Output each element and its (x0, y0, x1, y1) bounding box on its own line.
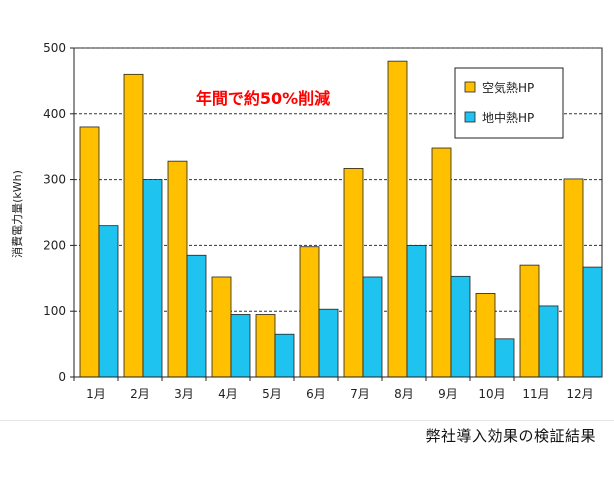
bar-ground-source (582, 266, 603, 378)
y-tick-label: 200 (43, 238, 66, 252)
x-tick-label: 9月 (438, 387, 458, 401)
bar-air-source (167, 160, 188, 378)
bar-air-source (343, 168, 364, 378)
bar-ground-source (494, 338, 515, 378)
x-tick-label: 6月 (306, 387, 326, 401)
annotation-reduction: 年間で約50%削減 (196, 89, 330, 108)
bar-ground-source (362, 276, 383, 378)
x-tick-label: 3月 (174, 387, 194, 401)
bar-ground-source (142, 179, 163, 378)
bar-ground-source (98, 225, 119, 378)
bar-air-source (431, 147, 452, 378)
bar-air-source (387, 60, 408, 378)
bar-ground-source (450, 275, 471, 378)
x-tick-label: 1月 (86, 387, 106, 401)
bar-ground-source (274, 333, 295, 378)
bar-ground-source (406, 244, 427, 378)
y-tick-label: 100 (43, 304, 66, 318)
legend-swatch (464, 81, 476, 93)
legend-label: 空気熱HP (482, 80, 534, 95)
caption: 弊社導入効果の検証結果 (425, 427, 596, 445)
y-tick-label: 300 (43, 173, 66, 187)
legend-box (454, 67, 564, 139)
legend-swatch (464, 111, 476, 123)
x-tick-label: 8月 (394, 387, 414, 401)
y-axis-label: 消費電力量(kWh) (10, 170, 24, 258)
bar-ground-source (318, 308, 339, 378)
x-tick-label: 5月 (262, 387, 282, 401)
legend-label: 地中熱HP (482, 110, 534, 125)
bar-ground-source (186, 254, 207, 378)
bar-air-source (255, 314, 276, 378)
y-tick-label: 400 (43, 107, 66, 121)
x-tick-label: 7月 (350, 387, 370, 401)
x-tick-label: 12月 (566, 387, 593, 401)
bar-air-source (563, 178, 584, 378)
legend: 空気熱HP 地中熱HP (454, 67, 564, 139)
x-tick-label: 10月 (478, 387, 505, 401)
bar-ground-source (538, 305, 559, 378)
bar-air-source (123, 73, 144, 378)
y-tick-label: 500 (43, 41, 66, 55)
bar-air-source (475, 293, 496, 378)
y-tick-label: 0 (58, 370, 66, 384)
x-tick-label: 4月 (218, 387, 238, 401)
x-tick-label: 2月 (130, 387, 150, 401)
x-tick-label: 11月 (522, 387, 549, 401)
bar-air-source (211, 276, 232, 378)
bar-air-source (519, 264, 540, 378)
divider (0, 420, 614, 421)
bar-ground-source (230, 314, 251, 378)
bar-air-source (79, 126, 100, 378)
bar-air-source (299, 246, 320, 378)
